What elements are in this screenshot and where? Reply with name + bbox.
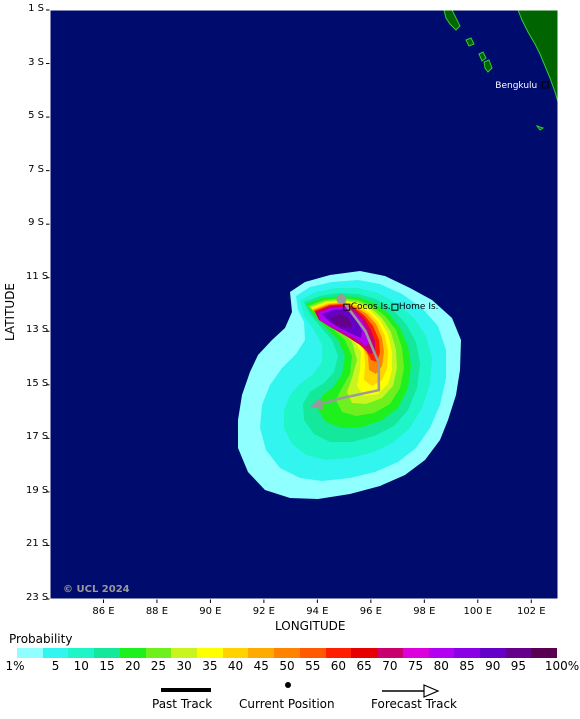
scale-swatch: [531, 648, 558, 658]
lat-tick-label: 5 S: [28, 110, 44, 122]
scale-swatch: [454, 648, 480, 658]
island-2: [465, 37, 475, 47]
lat-tick-label: 13 S: [26, 324, 49, 336]
scale-label: 85: [459, 659, 475, 673]
scale-swatch: [299, 648, 326, 658]
lon-tick-label: 86 E: [92, 606, 115, 617]
scale-swatch: [377, 648, 403, 658]
scale-swatch: [325, 648, 352, 658]
place-name: Home Is.: [399, 302, 439, 312]
scale-label: 70: [382, 659, 398, 673]
forecast-arrowhead: [310, 397, 324, 410]
scale-label: 15: [99, 659, 115, 673]
scale-swatch: [479, 648, 506, 658]
lat-tick-label: 17 S: [26, 431, 49, 443]
island-5: [535, 125, 545, 131]
scale-swatch: [145, 648, 172, 658]
lat-tick-label: 11 S: [26, 270, 49, 282]
scale-swatch: [248, 648, 275, 658]
island-3: [478, 51, 487, 62]
island-4: [483, 59, 493, 73]
scale-swatch: [119, 648, 146, 658]
lat-tick-label: 1 S: [28, 3, 44, 14]
axis-ticks: [46, 9, 532, 603]
scale-label: 60: [330, 659, 347, 673]
scale-swatch: [351, 648, 378, 658]
lat-tick-label: 19 S: [26, 484, 49, 496]
forecast-track-label: Forecast Track: [371, 697, 457, 711]
scale-label: 5: [51, 659, 60, 673]
lat-tick-label: 9 S: [28, 217, 44, 229]
scale-swatch: [505, 648, 532, 658]
place-marker: [343, 303, 351, 311]
probability-scale-labels: 1% 5 10 15 20 25 30 35 40 45 50 55 60 65 70 75 80 85 90 95 1…: [0, 659, 580, 675]
scale-label: 90: [485, 659, 501, 673]
past-track-label: Past Track: [152, 697, 213, 711]
place-name: Cocos Is.: [351, 302, 391, 312]
scale-label: 45: [253, 659, 269, 673]
scale-label: 50: [279, 659, 295, 673]
scale-label: 25: [150, 659, 167, 673]
scale-label: 75: [407, 659, 424, 673]
scale-label: 55: [305, 659, 321, 673]
forecast-track-symbol-arrow: [423, 684, 440, 698]
scale-swatch: [17, 648, 43, 658]
current-position-symbol: [285, 682, 291, 688]
sumatra-landmass: [517, 9, 559, 103]
lon-tick-label: 92 E: [252, 606, 275, 617]
lon-tick-label: 90 E: [199, 606, 222, 617]
scale-swatch: [402, 648, 429, 658]
lat-tick-label: 23 S: [26, 592, 49, 603]
current-position-label: Current Position: [239, 697, 335, 711]
place-name: Bengkulu: [495, 81, 537, 91]
scale-swatch: [428, 648, 455, 658]
y-axis-title: LATITUDE: [3, 282, 17, 342]
scale-swatch: [222, 648, 249, 658]
scale-label: 10: [73, 659, 89, 673]
probability-color-scale: [17, 648, 558, 658]
current-position-marker: [336, 294, 347, 305]
scale-swatch: [68, 648, 95, 658]
contour-95pct: [330, 314, 352, 328]
scale-swatch: [94, 648, 120, 658]
land-masses: [443, 9, 559, 131]
lon-tick-label: 98 E: [413, 606, 436, 617]
scale-label: 40: [227, 659, 244, 673]
probability-field: [238, 271, 461, 499]
place-labels: Bengkulu Cocos Is. Home Is.: [343, 81, 549, 312]
map-frame: [49, 9, 559, 600]
scale-label: 100%: [544, 659, 580, 673]
copyright-text: © UCL 2024: [63, 584, 130, 595]
lat-tick-label: 7 S: [28, 163, 44, 175]
scale-label: 1%: [5, 659, 25, 673]
x-axis-title: LONGITUDE: [275, 619, 346, 633]
place-marker: [541, 81, 549, 89]
lon-tick-label: 102 E: [516, 606, 546, 617]
lon-tick-label: 88 E: [145, 606, 169, 617]
scale-label: 95: [510, 659, 527, 673]
lat-tick-label: 15 S: [26, 377, 49, 389]
scale-label: 35: [202, 659, 218, 673]
island-1: [443, 9, 461, 31]
lon-tick-label: 96 E: [359, 606, 382, 617]
scale-swatch: [197, 648, 223, 658]
scale-label: 20: [125, 659, 141, 673]
forecast-track-line: [311, 298, 381, 408]
scale-label: 30: [176, 659, 192, 673]
legend-title: Probability: [9, 632, 73, 646]
scale-swatch: [171, 648, 198, 658]
place-marker: [391, 303, 399, 311]
scale-swatch: [274, 648, 300, 658]
lon-tick-label: 100 E: [463, 606, 493, 617]
scale-label: 65: [356, 659, 372, 673]
lon-tick-label: 94 E: [306, 606, 329, 617]
scale-label: 80: [433, 659, 449, 673]
scale-swatch: [42, 648, 69, 658]
lat-tick-label: 3 S: [28, 56, 44, 68]
lat-tick-label: 21 S: [26, 538, 49, 550]
